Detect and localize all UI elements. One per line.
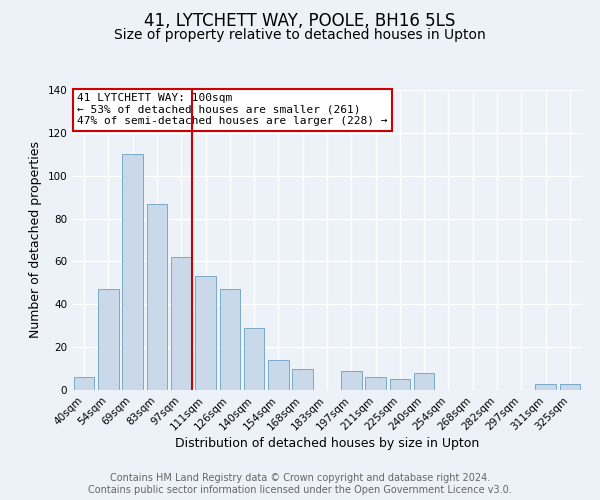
Bar bbox=[365, 377, 386, 390]
Bar bbox=[535, 384, 556, 390]
Bar bbox=[292, 368, 313, 390]
Bar bbox=[268, 360, 289, 390]
Bar bbox=[98, 290, 119, 390]
Bar bbox=[122, 154, 143, 390]
Bar bbox=[171, 257, 191, 390]
Text: 41 LYTCHETT WAY: 100sqm
← 53% of detached houses are smaller (261)
47% of semi-d: 41 LYTCHETT WAY: 100sqm ← 53% of detache… bbox=[77, 93, 388, 126]
X-axis label: Distribution of detached houses by size in Upton: Distribution of detached houses by size … bbox=[175, 438, 479, 450]
Bar bbox=[146, 204, 167, 390]
Text: Contains HM Land Registry data © Crown copyright and database right 2024.
Contai: Contains HM Land Registry data © Crown c… bbox=[88, 474, 512, 495]
Bar bbox=[244, 328, 265, 390]
Bar bbox=[341, 370, 362, 390]
Text: Size of property relative to detached houses in Upton: Size of property relative to detached ho… bbox=[114, 28, 486, 42]
Bar bbox=[389, 380, 410, 390]
Y-axis label: Number of detached properties: Number of detached properties bbox=[29, 142, 42, 338]
Text: 41, LYTCHETT WAY, POOLE, BH16 5LS: 41, LYTCHETT WAY, POOLE, BH16 5LS bbox=[145, 12, 455, 30]
Bar bbox=[560, 384, 580, 390]
Bar bbox=[195, 276, 216, 390]
Bar bbox=[220, 290, 240, 390]
Bar bbox=[414, 373, 434, 390]
Bar bbox=[74, 377, 94, 390]
